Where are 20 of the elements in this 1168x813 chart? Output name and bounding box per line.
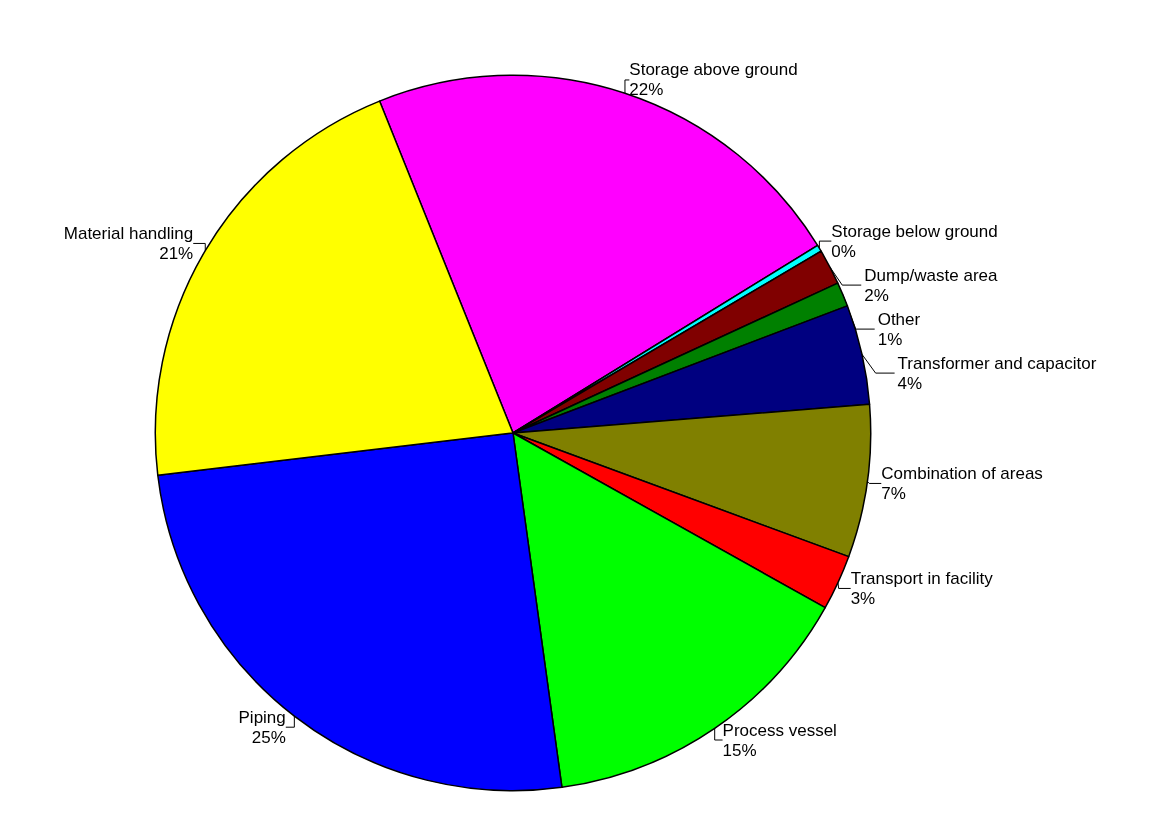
slice-label: Transformer and capacitor: [897, 353, 1097, 373]
data-label: 2%: [864, 285, 889, 305]
slice-label: Storage below ground: [831, 221, 998, 241]
data-label: 4%: [897, 373, 923, 393]
data-label: 21%: [159, 243, 194, 263]
data-label: 3%: [850, 588, 876, 608]
data-label: 0%: [831, 241, 856, 261]
slice-label: Material handling: [63, 223, 194, 243]
slice-label: Piping: [238, 707, 286, 727]
slice-label: Combination of areas: [881, 463, 1043, 483]
slice-label: Dump/waste area: [864, 265, 999, 285]
data-label: 1%: [877, 329, 903, 349]
data-label: 22%: [629, 80, 664, 100]
slice-label: Process vessel: [722, 720, 837, 740]
slice-label: Transport in facility: [850, 568, 994, 588]
data-label: 25%: [251, 727, 286, 747]
data-label: 15%: [722, 740, 757, 760]
slice-label: Other: [877, 309, 921, 329]
data-label: 7%: [881, 483, 906, 503]
slice-label: Storage above ground: [629, 60, 798, 80]
